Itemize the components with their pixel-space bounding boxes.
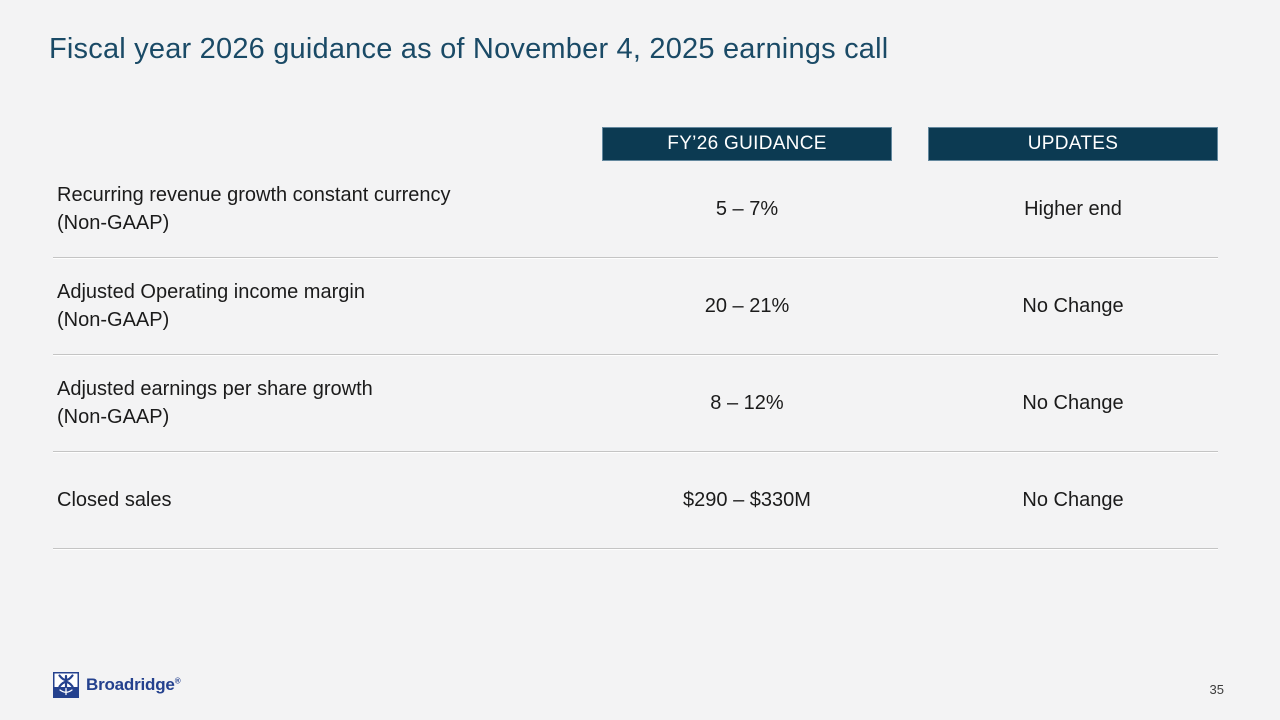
update-value: Higher end bbox=[1024, 197, 1122, 220]
guidance-value: 20 – 21% bbox=[704, 294, 790, 317]
guidance-table: FY’26 GUIDANCE UPDATES Recurring revenue… bbox=[53, 127, 1218, 549]
table-row: Adjusted earnings per share growth (Non-… bbox=[53, 355, 1218, 452]
table-row: Recurring revenue growth constant curren… bbox=[53, 161, 1218, 258]
table-row: Adjusted Operating income margin (Non-GA… bbox=[53, 258, 1218, 355]
table-row: Closed sales $290 – $330M No Change bbox=[53, 452, 1218, 549]
guidance-value: 8 – 12% bbox=[710, 391, 784, 414]
row-label: Adjusted Operating income margin (Non-GA… bbox=[57, 281, 365, 331]
broadridge-logo: Broadridge® bbox=[53, 672, 181, 698]
row-label: Adjusted earnings per share growth (Non-… bbox=[57, 378, 373, 428]
page-title: Fiscal year 2026 guidance as of November… bbox=[49, 33, 889, 65]
table-header-row: FY’26 GUIDANCE UPDATES bbox=[53, 127, 1218, 161]
update-value: No Change bbox=[1022, 294, 1124, 317]
page-number: 35 bbox=[1209, 682, 1224, 697]
broadridge-logo-icon bbox=[53, 672, 79, 698]
column-header-guidance: FY’26 GUIDANCE bbox=[602, 127, 892, 161]
broadridge-logo-text: Broadridge® bbox=[86, 675, 181, 694]
update-value: No Change bbox=[1022, 391, 1124, 414]
guidance-value: 5 – 7% bbox=[715, 197, 779, 220]
row-label: Recurring revenue growth constant curren… bbox=[57, 184, 451, 234]
column-header-updates: UPDATES bbox=[928, 127, 1218, 161]
update-value: No Change bbox=[1022, 488, 1124, 511]
guidance-value: $290 – $330M bbox=[683, 488, 811, 511]
row-label: Closed sales bbox=[57, 489, 172, 511]
registered-trademark-symbol: ® bbox=[174, 676, 181, 686]
